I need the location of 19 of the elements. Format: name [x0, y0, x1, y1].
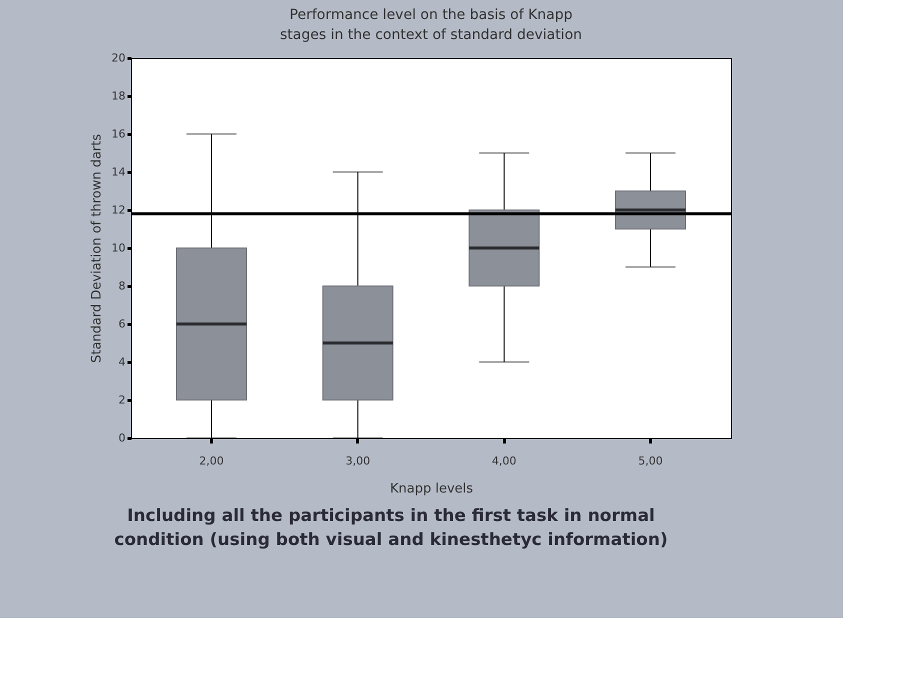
y-tick-label: 18 — [112, 90, 126, 102]
y-tick-label: 14 — [112, 166, 126, 178]
text: Including all the participants in the first task in normal condition (using both visual and kinesthetyc information) — [114, 506, 668, 550]
y-axis-title: Standard Deviation of thrown darts — [90, 134, 105, 364]
y-tick-label: 20 — [112, 52, 126, 64]
y-tick-label: 12 — [112, 204, 126, 216]
y-tick-label: 2 — [118, 394, 126, 406]
y-tick-label: 10 — [112, 242, 126, 254]
y-tick-label: 6 — [118, 318, 126, 330]
y-tick-label: 8 — [118, 280, 126, 292]
x-tick-label: 5,00 — [638, 454, 663, 468]
x-tick-label: 2,00 — [199, 454, 224, 468]
y-tick-label: 0 — [118, 432, 126, 444]
chart-title: Performance level on the basis of Knapp stages in the context of standard deviation — [280, 7, 582, 43]
x-tick-label: 3,00 — [346, 454, 370, 468]
x-axis-title: Knapp levels — [390, 482, 474, 496]
x-tick-label: 4,00 — [492, 454, 516, 468]
y-tick-label: 16 — [112, 128, 126, 140]
y-tick-label: 4 — [118, 356, 126, 368]
